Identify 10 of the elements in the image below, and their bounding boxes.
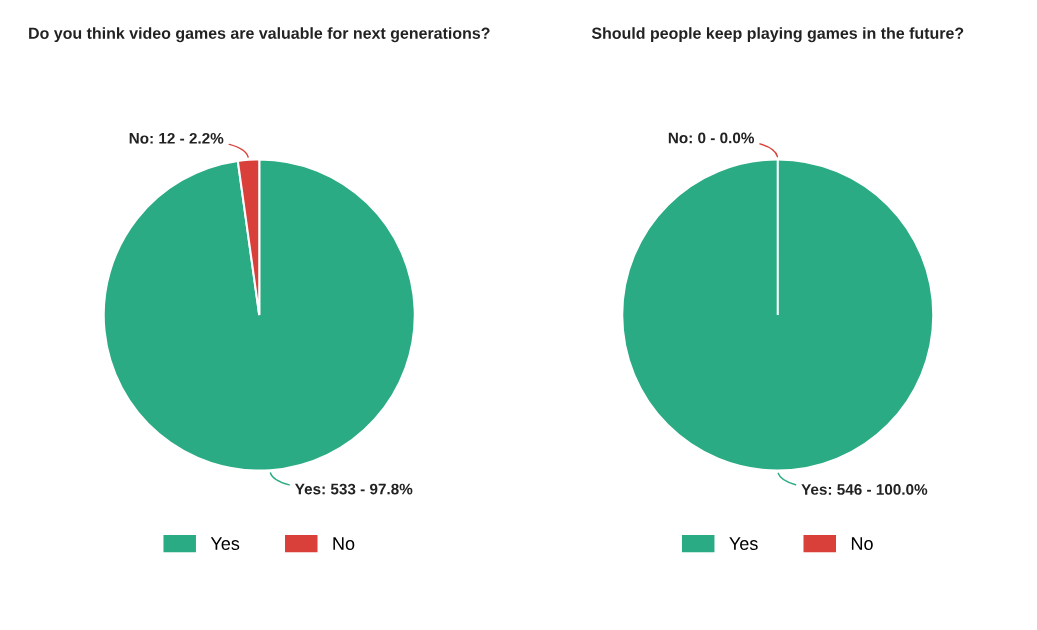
data-label: Yes: 533 - 97.8% (294, 483, 413, 495)
legend-label: No (333, 537, 355, 550)
chart-title: Should people keep playing games in the future? (591, 27, 964, 43)
chart-title: Do you think video games are valuable for next generations? (29, 27, 490, 43)
legend-label: Yes (210, 537, 240, 550)
text: No: 0 - 0.0% (668, 132, 755, 144)
data-label: No: 12 - 2.2% (129, 132, 224, 144)
legend-label: Yes (729, 537, 758, 550)
legend-label: No (851, 537, 873, 550)
data-label: Yes: 546 - 100.0% (801, 484, 928, 495)
